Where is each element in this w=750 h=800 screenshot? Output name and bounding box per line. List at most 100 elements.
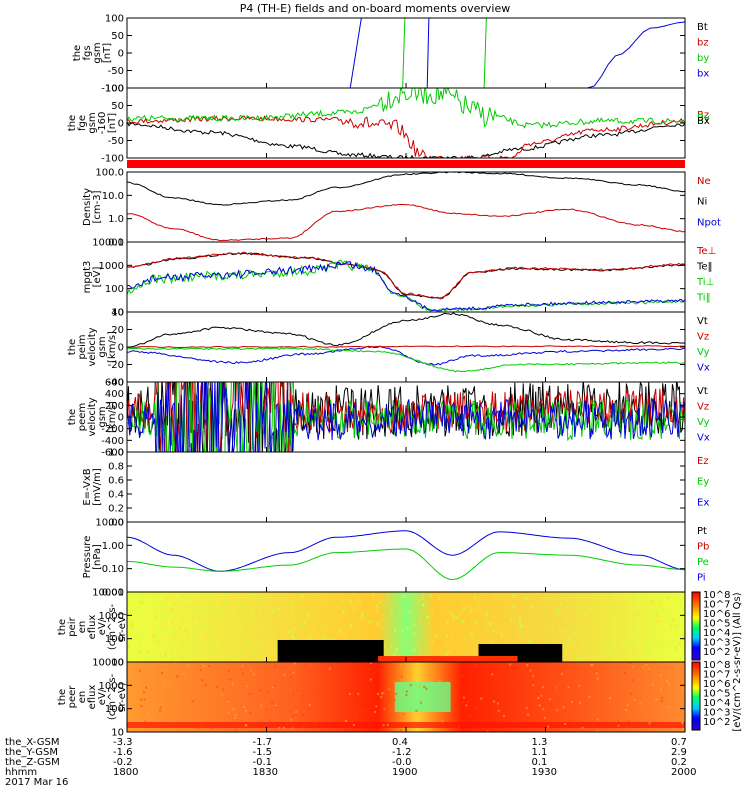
peer-pixel bbox=[364, 709, 367, 712]
y-tick-label: 0.01 bbox=[102, 588, 124, 599]
panel-frame bbox=[126, 17, 686, 89]
legend-label-Ni: Ni bbox=[697, 197, 707, 208]
peir-pixel bbox=[598, 627, 601, 631]
peir-pixel bbox=[607, 658, 610, 662]
peir-pixel bbox=[656, 645, 659, 649]
peer-pixel bbox=[486, 730, 489, 732]
peer-pixel bbox=[617, 720, 620, 723]
peir-pixel bbox=[225, 600, 228, 604]
peir-pixel bbox=[453, 615, 456, 619]
peir-pixel bbox=[196, 609, 199, 613]
peir-pixel bbox=[582, 656, 585, 660]
panel-peir-data bbox=[127, 592, 685, 662]
peer-pixel bbox=[496, 702, 499, 705]
peer-pixel bbox=[302, 714, 305, 717]
peir-pixel bbox=[578, 620, 581, 624]
panel-peer bbox=[127, 662, 685, 732]
peir-pixel bbox=[536, 609, 539, 613]
peir-pixel bbox=[651, 601, 654, 605]
peimv-vt-line bbox=[127, 312, 685, 348]
peir-pixel bbox=[185, 629, 188, 633]
panel-y-label: sr-eV) bbox=[117, 682, 128, 711]
peir-pixel bbox=[448, 650, 451, 654]
peir-pixel bbox=[180, 616, 183, 620]
y-tick-label: 10.00 bbox=[95, 518, 124, 529]
peir-pixel bbox=[393, 653, 396, 657]
colorbar-tick: 10^6 bbox=[703, 609, 730, 620]
peir-pixel bbox=[550, 640, 553, 644]
peir-pixel bbox=[349, 599, 352, 603]
peer-band bbox=[127, 722, 685, 728]
panel-peer-data bbox=[127, 662, 685, 732]
peir-pixel bbox=[460, 612, 463, 616]
peir-pixel bbox=[170, 608, 173, 612]
peir-pixel bbox=[361, 611, 364, 615]
colorbar-tick: 10^5 bbox=[703, 689, 730, 700]
y-tick-label: 0.2 bbox=[108, 504, 124, 515]
temp-teperp-line bbox=[127, 251, 685, 300]
panel-y-label: E=-VxB bbox=[82, 468, 93, 505]
peer-pixel bbox=[311, 687, 314, 690]
peir-pixel bbox=[445, 652, 448, 656]
panel-y-label: [nT] bbox=[107, 113, 118, 133]
y-tick-label: 1.0 bbox=[108, 214, 124, 225]
peir-pixel bbox=[159, 654, 162, 658]
peer-pixel bbox=[289, 718, 292, 721]
peir-pixel bbox=[607, 653, 610, 657]
peir-pixel bbox=[236, 638, 239, 642]
peir-pixel bbox=[256, 630, 259, 634]
peir-pixel bbox=[481, 593, 484, 597]
peer-pixel bbox=[594, 670, 597, 673]
peer-pixel bbox=[308, 704, 311, 707]
peer-pixel bbox=[547, 725, 550, 728]
peer-pixel bbox=[282, 726, 285, 729]
peer-pixel bbox=[659, 688, 662, 691]
peir-pixel bbox=[593, 592, 596, 596]
peir-pixel bbox=[572, 655, 575, 659]
y-tick-label: 10.0 bbox=[102, 191, 124, 202]
peir-pixel bbox=[656, 608, 659, 612]
peir-pixel bbox=[259, 612, 262, 616]
peir-pixel bbox=[472, 636, 475, 640]
legend-label-Vz: Vz bbox=[697, 402, 709, 413]
peer-pixel bbox=[294, 662, 297, 665]
peir-pixel bbox=[231, 654, 234, 658]
peer-pixel bbox=[174, 695, 177, 698]
orbit-value: -0.1 bbox=[252, 757, 273, 768]
peir-pixel bbox=[272, 619, 275, 623]
peir-pixel bbox=[141, 592, 144, 596]
peer-pixel bbox=[529, 669, 532, 672]
peir-pixel bbox=[246, 617, 249, 621]
peir-pixel bbox=[153, 634, 156, 638]
peer-pixel bbox=[370, 662, 373, 665]
peer-pixel bbox=[328, 667, 331, 670]
peer-pixel bbox=[291, 727, 294, 730]
peer-pixel bbox=[591, 663, 594, 666]
peir-pixel bbox=[580, 616, 583, 620]
peir-pixel bbox=[561, 629, 564, 633]
peer-pixel bbox=[596, 718, 599, 721]
panel-y-label: eV/ bbox=[97, 618, 108, 635]
panel-y-label: Pressure bbox=[82, 536, 93, 579]
peer-pixel bbox=[441, 720, 444, 723]
peer-pixel bbox=[176, 675, 179, 678]
peer-pixel bbox=[374, 666, 377, 669]
peer-pixel bbox=[556, 686, 559, 689]
y-tick-label: 40 bbox=[111, 308, 124, 319]
peer-pixel bbox=[502, 715, 505, 718]
peir-pixel bbox=[131, 620, 134, 624]
peer-pixel bbox=[200, 725, 203, 728]
y-tick-label: 1000 bbox=[99, 611, 124, 622]
peir-pixel bbox=[291, 612, 294, 616]
peer-pixel bbox=[356, 709, 359, 712]
peir-pixel bbox=[217, 607, 220, 611]
peir-band bbox=[378, 656, 518, 662]
peir-pixel bbox=[485, 612, 488, 616]
peir-pixel bbox=[572, 649, 575, 653]
peir-pixel bbox=[210, 642, 213, 646]
peir-pixel bbox=[428, 630, 431, 634]
peir-pixel bbox=[358, 597, 361, 601]
peer-pixel bbox=[487, 662, 490, 665]
panel-y-label: eflux bbox=[87, 685, 98, 710]
peir-pixel bbox=[613, 648, 616, 652]
